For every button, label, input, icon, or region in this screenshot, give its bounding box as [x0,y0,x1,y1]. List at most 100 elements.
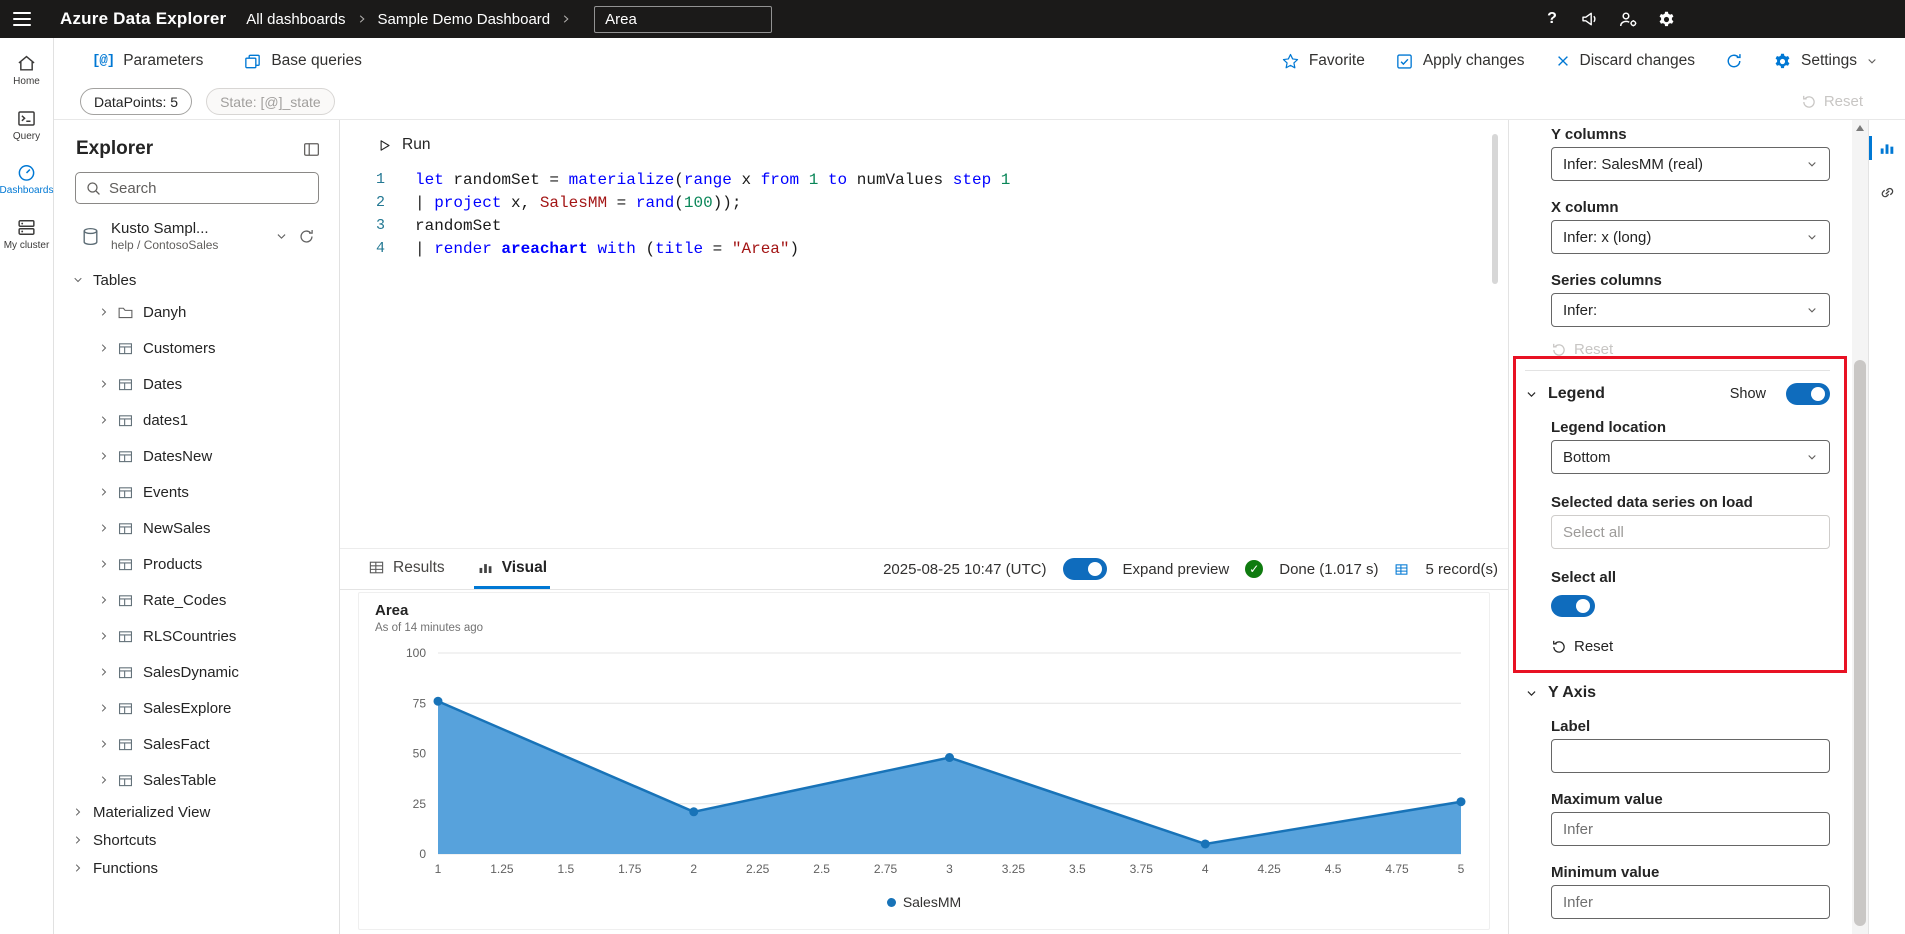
base-queries-button[interactable]: Base queries [243,52,362,71]
crosslink-tool[interactable] [1869,176,1905,208]
legend-section-header[interactable]: Legend Show [1525,383,1830,405]
tree-item-SalesDynamic[interactable]: SalesDynamic [54,654,339,690]
table-icon [117,556,134,573]
chevron-right-icon[interactable] [98,666,110,678]
user-settings-icon[interactable] [1616,7,1640,31]
favorite-button[interactable]: Favorite [1281,52,1365,71]
discard-changes-button[interactable]: Discard changes [1555,52,1695,70]
tree-item-SalesExplore[interactable]: SalesExplore [54,690,339,726]
breadcrumb-dashboard-name[interactable]: Sample Demo Dashboard [377,10,551,28]
breadcrumb-all-dashboards[interactable]: All dashboards [246,10,346,28]
tree-item-DatesNew[interactable]: DatesNew [54,438,339,474]
series-columns-dropdown[interactable]: Infer: [1551,293,1830,327]
chevron-right-icon[interactable] [98,486,110,498]
scroll-up-arrow-icon[interactable] [1856,125,1864,131]
chevron-right-icon[interactable] [98,558,110,570]
tree-item-Events[interactable]: Events [54,474,339,510]
tab-results[interactable]: Results [365,549,448,589]
tree-item-Danyh[interactable]: Danyh [54,294,339,330]
parameters-button[interactable]: [@] Parameters [92,52,204,69]
select-all-toggle[interactable] [1551,595,1595,617]
settings-button[interactable]: Settings [1773,52,1878,71]
query-and-visual-area: Run 1 let randomSet = materialize(range x… [340,120,1508,934]
chevron-right-icon[interactable] [98,774,110,786]
panel-scrollbar[interactable] [1852,120,1868,934]
code-line-3[interactable]: 3 randomSet [340,214,1484,237]
reset-icon [1551,342,1567,358]
tree-item-SalesFact[interactable]: SalesFact [54,726,339,762]
tree-section-tables[interactable]: Tables [54,266,339,294]
pill-state: State: [@]_state [206,88,335,115]
code-line-4[interactable]: 4 | render areachart with (title = "Area"… [340,237,1484,260]
star-icon [1281,52,1300,71]
apply-changes-button[interactable]: Apply changes [1395,52,1525,71]
feedback-megaphone-icon[interactable] [1578,7,1602,31]
code-line-1[interactable]: 1 let randomSet = materialize(range x fro… [340,168,1484,191]
max-value-input[interactable] [1551,812,1830,846]
x-column-dropdown[interactable]: Infer: x (long) [1551,220,1830,254]
tree-section-functions[interactable]: Functions [54,854,339,882]
run-button[interactable]: Run [377,130,430,160]
tab-visual[interactable]: Visual [473,549,551,589]
chevron-right-icon[interactable] [98,630,110,642]
select-all-label: Select all [1551,569,1617,586]
chevron-right-icon[interactable] [98,414,110,426]
editor-scrollbar-thumb[interactable] [1492,134,1498,284]
svg-text:4.25: 4.25 [1258,862,1282,876]
tree-item-Dates[interactable]: Dates [54,366,339,402]
expand-preview-toggle[interactable] [1062,558,1107,580]
rail-item-my-cluster[interactable]: My cluster [0,210,54,259]
y-axis-section-header[interactable]: Y Axis [1525,684,1830,702]
chevron-right-icon[interactable] [98,450,110,462]
help-icon[interactable]: ? [1547,10,1557,27]
chart-legend[interactable]: SalesMM [359,894,1489,910]
tree-section-shortcuts[interactable]: Shortcuts [54,826,339,854]
svg-text:1.25: 1.25 [490,862,514,876]
app-title[interactable]: Azure Data Explorer [60,9,227,28]
reset-legend-button[interactable]: Reset [1551,638,1830,655]
tree-item-Customers[interactable]: Customers [54,330,339,366]
tree-item-NewSales[interactable]: NewSales [54,510,339,546]
y-columns-dropdown[interactable]: Infer: SalesMM (real) [1551,147,1830,181]
search-input[interactable] [109,179,309,197]
tree-item-Rate_Codes[interactable]: Rate_Codes [54,582,339,618]
hamburger-menu-icon[interactable] [0,0,44,38]
pill-datapoints[interactable]: DataPoints: 5 [80,88,193,115]
tree-item-dates1[interactable]: dates1 [54,402,339,438]
visual-type-tool[interactable] [1868,132,1905,164]
tree-item-RLSCountries[interactable]: RLSCountries [54,618,339,654]
chevron-right-icon[interactable] [98,306,110,318]
selected-series-input[interactable] [1551,515,1830,549]
min-value-input[interactable] [1551,885,1830,919]
chevron-right-icon[interactable] [98,522,110,534]
reset-icon [1801,94,1817,110]
tree-item-label: dates1 [143,411,189,429]
legend-show-toggle[interactable] [1786,383,1830,405]
chevron-right-icon[interactable] [98,342,110,354]
refresh-connection-icon[interactable] [298,228,315,245]
chevron-right-icon[interactable] [98,594,110,606]
chevron-down-icon[interactable] [275,230,288,243]
chevron-right-icon[interactable] [98,702,110,714]
cluster-connection[interactable]: Kusto Sampl... help / ContosoSales [80,216,325,256]
scrollbar-thumb[interactable] [1854,360,1866,926]
rail-item-dashboards[interactable]: Dashboards [0,155,54,204]
rail-item-home[interactable]: Home [0,46,54,95]
tile-name-input[interactable] [594,5,773,33]
code-line-2[interactable]: 2 | project x, SalesMM = rand(100)); [340,191,1484,214]
tree-item-Products[interactable]: Products [54,546,339,582]
y-axis-label-input[interactable] [1551,739,1830,773]
gear-icon[interactable] [1654,7,1678,31]
rail-item-query[interactable]: Query [0,101,54,150]
refresh-icon[interactable] [1725,52,1743,70]
query-editor[interactable]: 1 let randomSet = materialize(range x fro… [340,168,1484,260]
collapse-panel-icon[interactable] [302,140,321,159]
tree-item-label: Danyh [143,303,187,321]
legend-location-dropdown[interactable]: Bottom [1551,440,1830,474]
search-box[interactable] [75,172,319,204]
chevron-right-icon[interactable] [98,378,110,390]
chevron-right-icon[interactable] [98,738,110,750]
tree-section-materialized-view[interactable]: Materialized View [54,798,339,826]
tree-item-SalesTable[interactable]: SalesTable [54,762,339,798]
left-nav-rail: Home Query Dashboards My cluster [0,38,54,934]
